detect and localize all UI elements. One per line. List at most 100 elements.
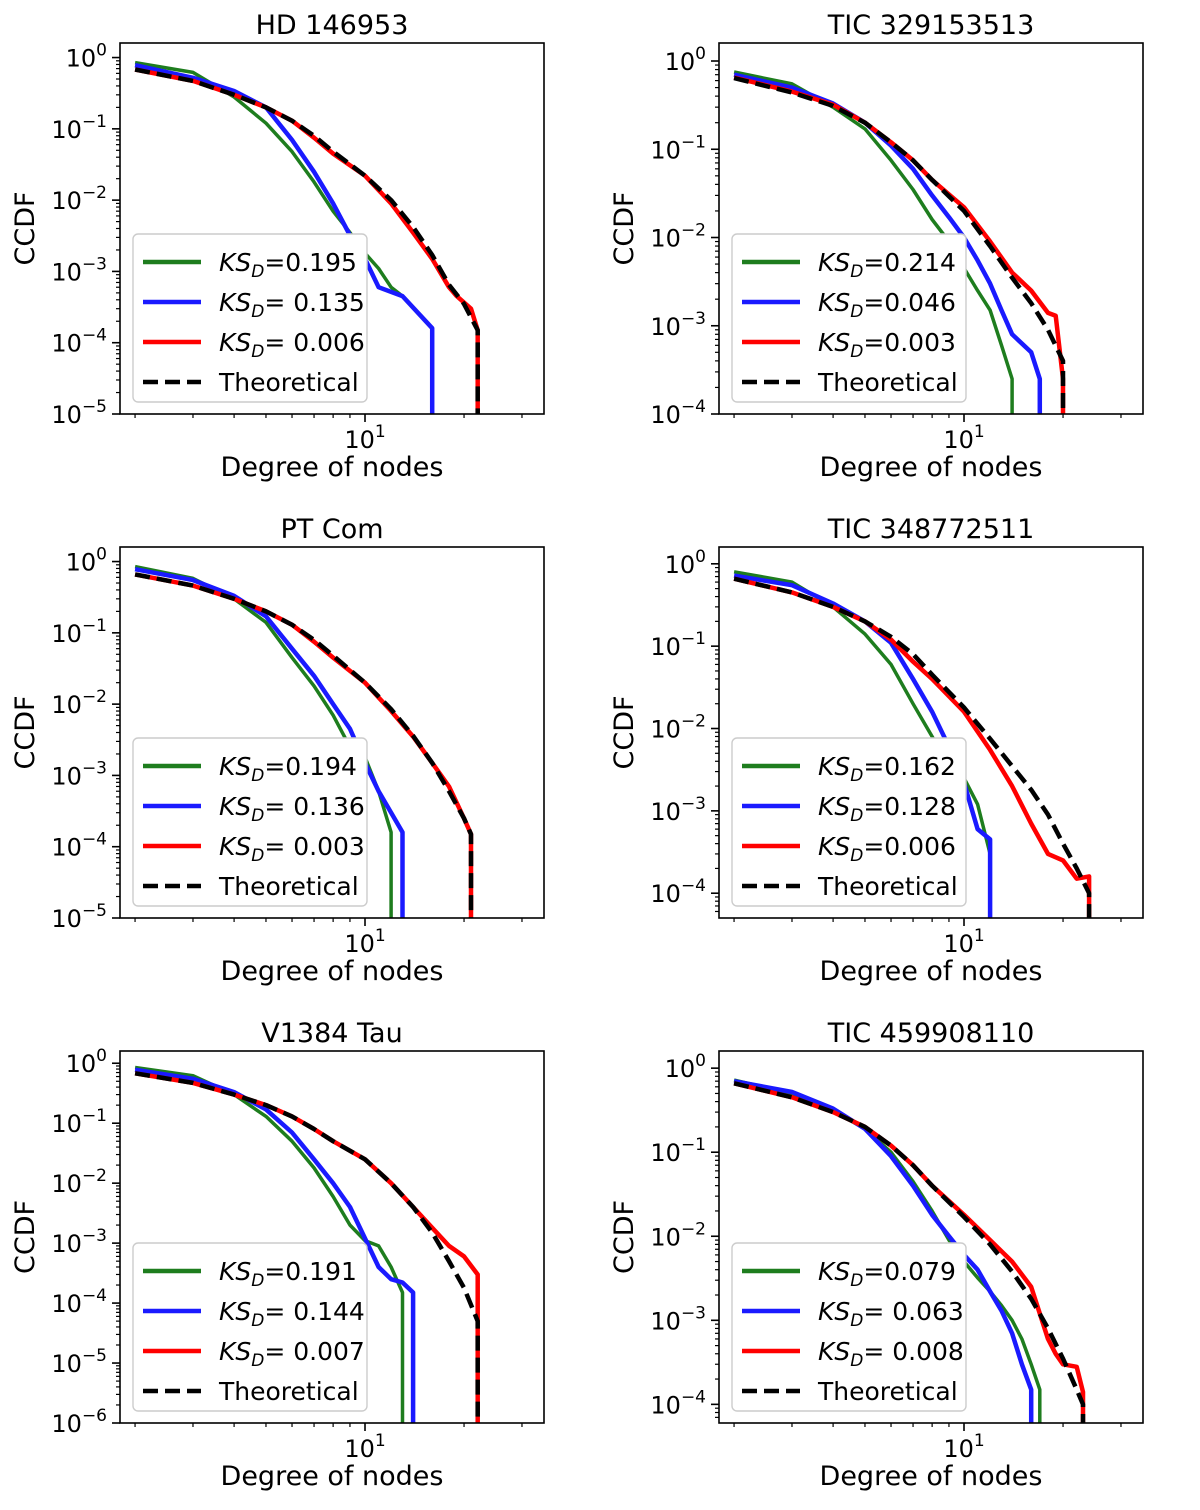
x-axis-label: Degree of nodes bbox=[820, 1461, 1043, 1492]
legend-box bbox=[731, 1242, 967, 1412]
y-axis-label: CCDF bbox=[10, 695, 41, 769]
legend-label: Theoretical bbox=[817, 1377, 958, 1406]
series-line-blue bbox=[134, 63, 435, 414]
y-tick-label: 100 bbox=[665, 1051, 706, 1083]
series-line-black bbox=[733, 576, 1092, 918]
legend-label: KSD=0.046 bbox=[818, 288, 956, 322]
legend-label: KSD=0.162 bbox=[818, 752, 956, 786]
legend: KSD=0.194 KSD= 0.136 KSD= 0.003 Theoretical bbox=[132, 737, 368, 907]
y-axis-label: CCDF bbox=[609, 1200, 640, 1274]
x-tick-label: 101 bbox=[943, 422, 984, 454]
panel-6: 100 10−1 10−2 10−3 10−4 101 TIC 459908110 Degre… bbox=[609, 1018, 1144, 1492]
y-tick-label: 10−4 bbox=[51, 1286, 107, 1318]
legend-label: Theoretical bbox=[218, 368, 359, 397]
y-axis-label: CCDF bbox=[609, 191, 640, 265]
chart-title: TIC 459908110 bbox=[827, 1018, 1035, 1049]
series-line-black bbox=[134, 67, 480, 414]
y-tick-label: 10−5 bbox=[51, 1346, 107, 1378]
y-tick-label: 10−1 bbox=[51, 616, 107, 648]
chart-title: TIC 329153513 bbox=[827, 10, 1035, 41]
y-tick-label: 10−1 bbox=[650, 132, 706, 164]
chart-title: PT Com bbox=[280, 514, 383, 545]
legend-label: KSD= 0.008 bbox=[818, 1337, 964, 1371]
y-tick-label: 10−2 bbox=[650, 712, 706, 744]
y-tick-label: 10−3 bbox=[650, 1303, 706, 1335]
y-axis-label: CCDF bbox=[10, 191, 41, 265]
legend: KSD=0.079 KSD= 0.063 KSD= 0.008 Theoretical bbox=[731, 1242, 967, 1412]
y-tick-label: 100 bbox=[665, 44, 706, 76]
y-tick-label: 10−1 bbox=[650, 1135, 706, 1167]
y-tick-label: 100 bbox=[66, 1046, 107, 1078]
series-line-blue bbox=[134, 566, 405, 918]
legend-label: KSD= 0.136 bbox=[219, 792, 365, 826]
legend: KSD=0.191 KSD= 0.144 KSD= 0.007 Theoretical bbox=[132, 1242, 368, 1412]
legend-label: KSD= 0.135 bbox=[219, 288, 365, 322]
y-tick-label: 10−1 bbox=[650, 629, 706, 661]
y-tick-label: 10−3 bbox=[650, 794, 706, 826]
panel-1: 100 10−1 10−2 10−3 10−4 10−5 101 HD 146953 Degre… bbox=[10, 10, 545, 483]
series-line-black bbox=[134, 572, 474, 918]
y-tick-label: 10−3 bbox=[51, 1226, 107, 1258]
x-tick-label: 101 bbox=[344, 1431, 385, 1463]
chart-title: V1384 Tau bbox=[261, 1018, 402, 1049]
y-tick-label: 10−4 bbox=[650, 876, 706, 908]
panel-4: 100 10−1 10−2 10−3 10−4 101 TIC 348772511 Degre… bbox=[609, 514, 1144, 987]
legend-box bbox=[132, 1242, 368, 1412]
plot-area bbox=[733, 570, 1092, 918]
legend: KSD=0.162 KSD=0.128 KSD=0.006 Theoretical bbox=[731, 737, 967, 907]
legend-label: KSD=0.191 bbox=[219, 1257, 357, 1291]
chart-title: TIC 348772511 bbox=[827, 514, 1035, 545]
legend-box bbox=[731, 737, 967, 907]
x-tick-label: 101 bbox=[344, 926, 385, 958]
y-axis-label: CCDF bbox=[10, 1200, 41, 1274]
legend-box bbox=[132, 233, 368, 403]
series-line-green bbox=[733, 70, 1014, 414]
legend-label: KSD= 0.063 bbox=[818, 1297, 964, 1331]
legend-label: KSD=0.195 bbox=[219, 248, 357, 282]
y-tick-label: 100 bbox=[66, 545, 107, 577]
y-tick-label: 10−3 bbox=[51, 758, 107, 790]
panel-5: 100 10−1 10−2 10−3 10−4 10−5 10−6 101 V1384 Tau D… bbox=[10, 1018, 545, 1492]
y-tick-label: 10−2 bbox=[51, 1166, 107, 1198]
y-tick-label: 10−2 bbox=[650, 1219, 706, 1251]
legend-label: Theoretical bbox=[817, 368, 958, 397]
y-tick-label: 10−3 bbox=[650, 309, 706, 341]
chart-title: HD 146953 bbox=[256, 10, 409, 41]
axes-frame bbox=[718, 42, 1144, 415]
legend-label: KSD=0.214 bbox=[818, 248, 956, 282]
plot-area bbox=[134, 564, 474, 918]
y-tick-label: 10−4 bbox=[650, 397, 706, 429]
legend-label: KSD=0.003 bbox=[818, 328, 956, 362]
legend-label: KSD= 0.003 bbox=[219, 832, 365, 866]
legend-label: KSD= 0.144 bbox=[219, 1297, 365, 1331]
legend-label: KSD=0.079 bbox=[818, 1257, 956, 1291]
x-axis-label: Degree of nodes bbox=[820, 452, 1043, 483]
series-line-black bbox=[733, 1081, 1086, 1423]
y-tick-label: 10−4 bbox=[51, 326, 107, 358]
legend-label: Theoretical bbox=[218, 1377, 359, 1406]
legend-box bbox=[132, 737, 368, 907]
x-axis-label: Degree of nodes bbox=[221, 452, 444, 483]
x-axis-label: Degree of nodes bbox=[221, 956, 444, 987]
y-tick-label: 10−4 bbox=[51, 830, 107, 862]
series-line-blue bbox=[733, 573, 993, 918]
y-tick-label: 10−1 bbox=[51, 1106, 107, 1138]
legend-label: KSD= 0.007 bbox=[219, 1337, 365, 1371]
legend-label: Theoretical bbox=[817, 872, 958, 901]
x-axis-label: Degree of nodes bbox=[221, 1461, 444, 1492]
y-tick-label: 10−6 bbox=[51, 1406, 107, 1438]
y-tick-label: 10−4 bbox=[650, 1387, 706, 1419]
legend-label: Theoretical bbox=[218, 872, 359, 901]
legend-label: KSD=0.128 bbox=[818, 792, 956, 826]
plot-area bbox=[134, 1065, 480, 1423]
panel-3: 100 10−1 10−2 10−3 10−4 10−5 101 PT Com Degree o… bbox=[10, 514, 545, 987]
series-line-black bbox=[733, 75, 1066, 414]
y-tick-label: 10−2 bbox=[650, 221, 706, 253]
y-tick-label: 10−2 bbox=[51, 687, 107, 719]
plot-area bbox=[733, 70, 1066, 414]
y-tick-label: 10−1 bbox=[51, 112, 107, 144]
y-tick-label: 10−3 bbox=[51, 254, 107, 286]
plot-area bbox=[134, 60, 480, 414]
x-tick-label: 101 bbox=[344, 422, 385, 454]
series-line-black bbox=[134, 1071, 480, 1423]
